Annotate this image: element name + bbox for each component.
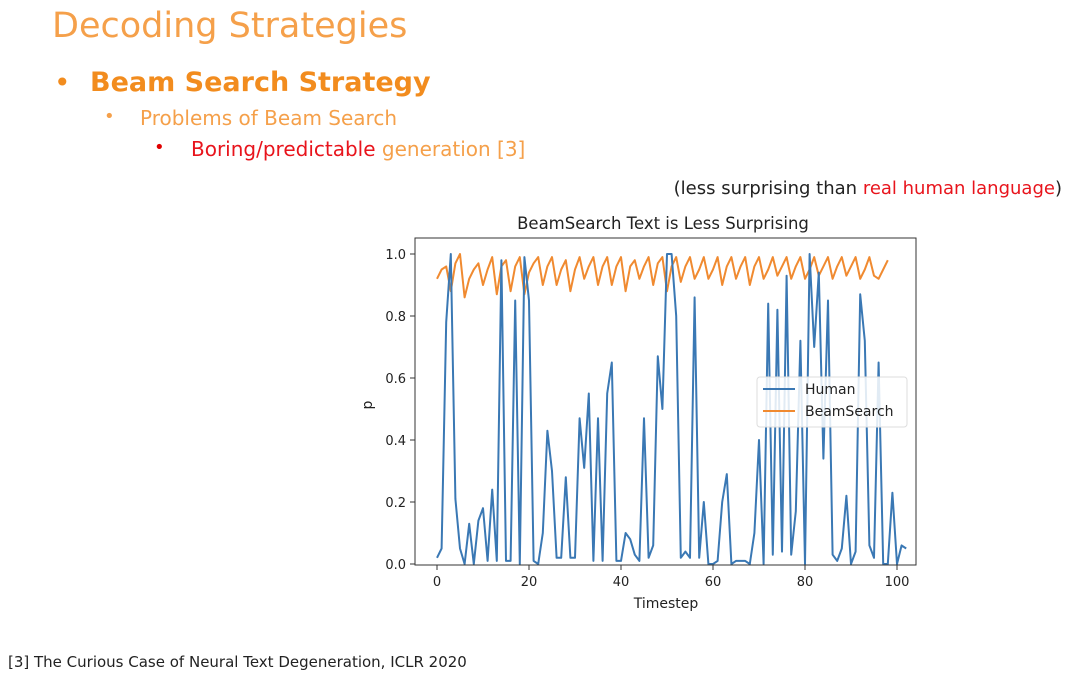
y-tick-label: 0.0 [385, 558, 406, 573]
y-tick-label: 0.6 [385, 372, 406, 387]
series-human-line [436, 253, 907, 565]
boring-text: Boring/predictable [191, 137, 376, 161]
note-red: real human language [862, 178, 1055, 199]
bullet-icon: • [104, 106, 115, 127]
y-tick-label: 1.0 [385, 248, 406, 263]
x-tick-label: 20 [521, 575, 538, 590]
x-tick-label: 80 [797, 575, 814, 590]
chart-title: BeamSearch Text is Less Surprising [517, 214, 809, 233]
x-tick-label: 60 [705, 575, 722, 590]
chart-note: (less surprising than real human languag… [674, 178, 1062, 199]
bullet-icon: • [154, 137, 165, 158]
legend: Human BeamSearch [756, 376, 908, 428]
legend-beamsearch: BeamSearch [805, 404, 894, 420]
x-tick-label: 100 [885, 575, 910, 590]
bullet-icon: • [54, 66, 71, 99]
note-prefix: (less surprising than [673, 178, 863, 199]
y-tick-label: 0.4 [385, 434, 406, 449]
bullet-boring: Boring/predictable generation [3] [191, 137, 525, 161]
x-axis-label: Timestep [633, 596, 699, 612]
slide-title: Decoding Strategies [52, 6, 408, 46]
note-suffix: ) [1054, 178, 1062, 199]
y-tick-label: 0.2 [385, 496, 406, 511]
y-tick-label: 0.8 [385, 310, 406, 325]
legend-human: Human [805, 382, 856, 398]
x-tick-label: 0 [433, 575, 441, 590]
series-beamsearch-line [436, 253, 889, 299]
x-tick-label: 40 [613, 575, 630, 590]
generation-text: generation [3] [375, 137, 526, 161]
bullet-problems: Problems of Beam Search [140, 106, 398, 130]
y-axis-label: p [360, 400, 376, 409]
plot-frame [414, 237, 917, 566]
footnote: [3] The Curious Case of Neural Text Dege… [8, 653, 467, 671]
bullet-beam-search-strategy: Beam Search Strategy [90, 67, 431, 98]
